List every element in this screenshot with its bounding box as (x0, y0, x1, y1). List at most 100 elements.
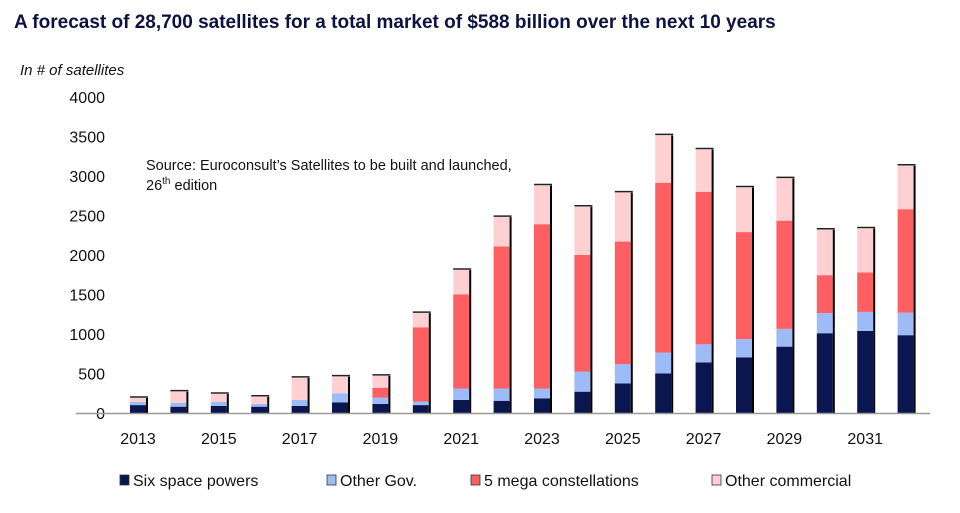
y-tick-label: 1500 (69, 288, 105, 305)
bar-segment-six-space-powers (897, 335, 914, 413)
source-note-line2: 26th edition (146, 176, 217, 194)
legend-swatch (711, 474, 722, 486)
legend-label: Other Gov. (340, 473, 417, 490)
source-note-line1: Source: Euroconsult’s Satellites to be b… (146, 158, 512, 174)
y-tick-label: 4000 (69, 90, 105, 107)
bar-segment-other-gov- (130, 401, 146, 406)
bar-segment-other-commercial (251, 396, 268, 404)
bar-2025 (614, 190, 633, 413)
bar-segment-other-commercial (332, 376, 348, 394)
bar-segment-other-gov- (695, 344, 712, 363)
bar-2016 (251, 395, 270, 413)
bar-segment-six-space-powers (170, 406, 187, 413)
bar-segment-six-space-powers (130, 405, 146, 413)
bar-segment-other-gov- (736, 339, 752, 358)
bar-segment-other-commercial (130, 397, 146, 402)
bar-2024 (574, 205, 593, 413)
bar-segment-5-mega-constellations (897, 209, 914, 313)
legend: Six space powers Other Gov. 5 mega constel… (119, 473, 851, 490)
bar-segment-six-space-powers (736, 357, 752, 413)
bar-segment-six-space-powers (816, 333, 833, 413)
bar-segment-other-gov- (251, 403, 268, 407)
bar-segment-other-commercial (170, 391, 187, 403)
legend-item: Other Gov. (326, 473, 417, 490)
bar-segment-other-commercial (372, 375, 389, 388)
legend-item: Other commercial (711, 473, 851, 490)
bar-2014 (170, 389, 189, 413)
bar-segment-six-space-powers (695, 362, 712, 413)
bar-segment-5-mega-constellations (412, 327, 429, 402)
bar-segment-other-commercial (210, 394, 227, 402)
y-tick-label: 3500 (69, 130, 105, 147)
bar-segment-5-mega-constellations (776, 220, 793, 329)
bar-segment-5-mega-constellations (574, 255, 591, 372)
bar-segment-5-mega-constellations (655, 182, 672, 353)
x-tick-label: 2013 (120, 431, 156, 448)
edition-word: edition (170, 178, 217, 194)
bar-segment-5-mega-constellations (372, 387, 389, 398)
bar-segment-six-space-powers (412, 405, 429, 413)
bar-segment-six-space-powers (251, 406, 268, 413)
bar-segment-six-space-powers (857, 330, 874, 413)
y-tick-label: 500 (78, 367, 105, 384)
bar-segment-other-gov- (574, 371, 591, 392)
bar-2018 (332, 374, 350, 413)
bar-segment-other-gov- (291, 399, 308, 406)
bar-segment-other-commercial (736, 187, 752, 233)
x-tick-label: 2019 (363, 431, 399, 448)
y-axis-ticks: 0 500 1000 1500 2000 2500 3000 3500 4000 (69, 90, 105, 423)
bar-2030 (816, 227, 835, 413)
bar-segment-5-mega-constellations (493, 246, 510, 389)
bars (130, 133, 916, 413)
bar-segment-other-commercial (695, 149, 712, 192)
bar-segment-six-space-powers (291, 405, 308, 413)
bar-segment-other-commercial (534, 185, 550, 225)
bar-segment-six-space-powers (493, 400, 510, 413)
bar-segment-5-mega-constellations (534, 224, 550, 389)
bar-segment-other-gov- (534, 388, 550, 399)
bar-segment-other-gov- (816, 313, 833, 334)
edition-number: 26 (146, 178, 162, 194)
bar-segment-5-mega-constellations (736, 232, 752, 340)
bar-2028 (736, 185, 754, 413)
bar-segment-other-commercial (857, 228, 874, 273)
bar-segment-other-gov- (372, 397, 389, 404)
legend-item: Six space powers (119, 473, 258, 490)
bar-segment-other-gov- (210, 401, 227, 406)
bar-2026 (655, 133, 674, 413)
bar-segment-5-mega-constellations (695, 191, 712, 345)
y-tick-label: 3000 (69, 169, 105, 186)
bar-segment-other-gov- (776, 328, 793, 347)
bar-segment-other-commercial (493, 217, 510, 247)
bar-segment-other-commercial (412, 313, 429, 328)
y-axis-label: In # of satellites (20, 62, 125, 79)
bar-segment-six-space-powers (210, 405, 227, 413)
x-tick-label: 2015 (201, 431, 237, 448)
bar-segment-six-space-powers (534, 398, 550, 413)
chart-title: A forecast of 28,700 satellites for a to… (14, 12, 776, 33)
bar-segment-other-commercial (453, 270, 470, 295)
x-tick-label: 2023 (524, 431, 560, 448)
bar-2021 (453, 268, 472, 413)
bar-segment-other-gov- (493, 388, 510, 401)
bar-2015 (210, 392, 229, 413)
bar-segment-other-gov- (897, 312, 914, 336)
bar-segment-six-space-powers (332, 402, 348, 413)
legend-label: 5 mega constellations (484, 473, 639, 490)
legend-item: 5 mega constellations (470, 473, 639, 490)
bar-2022 (493, 215, 512, 413)
x-tick-label: 2029 (767, 431, 803, 448)
legend-swatch (470, 474, 481, 486)
bar-2020 (412, 311, 431, 413)
bar-2013 (130, 396, 148, 413)
bar-segment-5-mega-constellations (857, 272, 874, 312)
bar-segment-other-gov- (412, 401, 429, 406)
bar-segment-six-space-powers (372, 403, 389, 413)
legend-label: Other commercial (725, 473, 851, 490)
y-tick-label: 2000 (69, 248, 105, 265)
bar-2032 (897, 163, 916, 413)
bar-segment-other-commercial (291, 377, 308, 400)
bar-segment-5-mega-constellations (453, 294, 470, 389)
bar-segment-six-space-powers (655, 373, 672, 413)
